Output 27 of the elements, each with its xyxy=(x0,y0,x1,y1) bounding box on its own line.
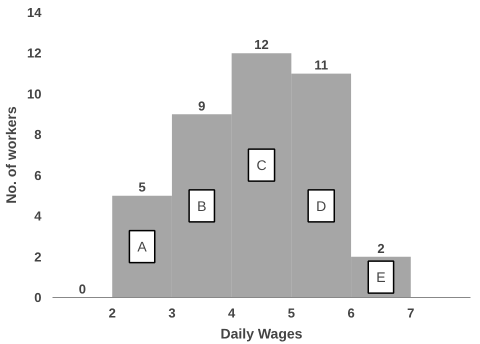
annotation: A xyxy=(137,238,148,255)
y-tick-label: 4 xyxy=(34,208,42,224)
x-tick-label: 4 xyxy=(228,306,236,320)
y-axis-title: No. of workers xyxy=(3,106,20,204)
annotation: C xyxy=(256,157,267,174)
y-tick-label: 6 xyxy=(34,168,42,183)
data-label: 9 xyxy=(198,98,206,114)
data-label: 5 xyxy=(138,180,146,195)
x-tick-label: 3 xyxy=(168,306,176,320)
x-axis-title: Daily Wages xyxy=(220,326,303,342)
x-tick-label: 2 xyxy=(108,306,116,320)
data-label: 2 xyxy=(377,240,385,256)
y-tick-label: 2 xyxy=(34,249,42,264)
annotation: E xyxy=(376,269,386,286)
annotation: D xyxy=(316,198,326,214)
x-tick-label: 6 xyxy=(347,306,355,320)
x-tick-label: 7 xyxy=(407,306,414,320)
y-tick-label: 14 xyxy=(27,5,42,20)
y-tick-label: 0 xyxy=(34,290,42,305)
data-label: 11 xyxy=(314,58,328,73)
y-tick-label: 8 xyxy=(34,127,42,142)
annotation: B xyxy=(197,198,206,214)
data-label: 12 xyxy=(254,37,269,52)
x-tick-label: 5 xyxy=(288,306,295,320)
y-tick-label: 12 xyxy=(27,46,42,61)
y-tick-label: 10 xyxy=(27,86,42,102)
data-label: 0 xyxy=(78,282,86,296)
